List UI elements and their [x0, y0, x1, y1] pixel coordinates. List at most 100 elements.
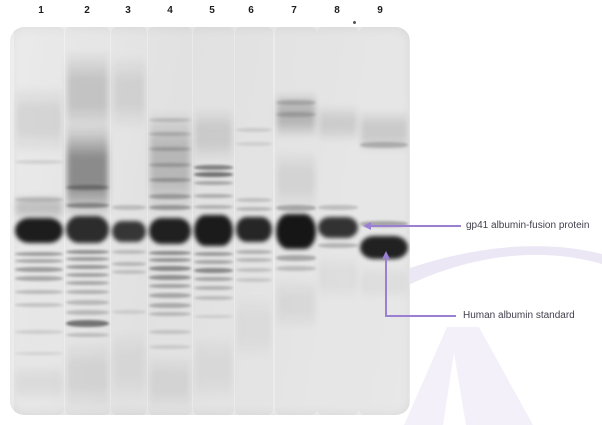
- gel-lane-6: [235, 27, 273, 415]
- gp41-arrow-line: [370, 225, 461, 227]
- gel-band: [360, 236, 408, 259]
- gel-smear: [16, 85, 62, 155]
- gel-band: [149, 258, 191, 262]
- gel-band: [112, 250, 146, 254]
- gel-band: [236, 250, 272, 254]
- gel-smear: [277, 278, 315, 330]
- lane-label-7: 7: [291, 5, 297, 16]
- lane-label-6: 6: [248, 5, 254, 16]
- gel-band: [194, 286, 233, 290]
- albumin-annotation-label: Human albumin standard: [463, 310, 575, 321]
- albumin-arrowhead-up-icon: [382, 251, 390, 259]
- gel-smear: [67, 340, 108, 410]
- gel-band: [149, 330, 191, 334]
- gp41-arrowhead-left-icon: [363, 222, 371, 230]
- lane-label-5: 5: [209, 5, 215, 16]
- lane-label-row: 1 2 3 4 5 6 7 8 9: [0, 5, 602, 19]
- gel-band: [66, 250, 109, 254]
- albumin-arrow-vline: [385, 258, 387, 317]
- gel-band: [236, 198, 272, 202]
- gel-band: [276, 255, 316, 261]
- lane-label-8: 8: [334, 5, 340, 16]
- gel-band: [236, 278, 272, 282]
- gel-band: [236, 207, 272, 211]
- gel-band: [112, 262, 146, 266]
- gel-band: [149, 303, 191, 308]
- gel-band: [360, 142, 408, 148]
- artifact-dot: [353, 21, 356, 24]
- gel-band: [149, 218, 191, 244]
- gel-image: [10, 27, 410, 415]
- gel-band: [15, 259, 63, 263]
- gel-smear: [150, 110, 190, 215]
- gel-smear: [67, 50, 108, 135]
- gel-smear: [237, 295, 271, 360]
- gel-band: [236, 217, 272, 242]
- gel-band: [194, 181, 233, 185]
- gel-band: [318, 217, 358, 238]
- gel-band: [15, 160, 63, 164]
- gel-smear: [67, 125, 108, 218]
- gel-band: [149, 345, 191, 349]
- gel-band: [15, 303, 63, 307]
- gel-lane-2: [65, 27, 110, 415]
- gel-band: [236, 268, 272, 272]
- lane-label-4: 4: [167, 5, 173, 16]
- gel-band: [194, 260, 233, 264]
- gel-band: [318, 205, 358, 210]
- gel-band: [15, 197, 63, 202]
- gel-band: [318, 243, 358, 248]
- gel-band: [66, 257, 109, 261]
- gel-band: [149, 266, 191, 271]
- gel-band: [194, 268, 233, 273]
- gel-band: [149, 194, 191, 199]
- gel-band: [66, 320, 109, 327]
- gel-band: [194, 215, 233, 246]
- gel-band: [194, 205, 233, 209]
- gel-band: [15, 352, 63, 355]
- gel-band: [66, 185, 109, 190]
- gel-band: [276, 266, 316, 271]
- gel-band: [112, 270, 146, 274]
- gel-lane-3: [111, 27, 147, 415]
- gel-band: [194, 165, 233, 170]
- gel-band: [66, 265, 109, 269]
- gel-smear: [113, 55, 145, 130]
- gel-smear: [361, 265, 407, 300]
- gel-band: [194, 296, 233, 300]
- gel-band: [112, 310, 146, 314]
- gel-band: [194, 315, 233, 318]
- gel-band: [194, 277, 233, 281]
- gel-band: [149, 163, 191, 167]
- gel-band: [194, 252, 233, 256]
- gel-band: [149, 312, 191, 316]
- gel-smear: [113, 330, 145, 400]
- gel-band: [66, 310, 109, 315]
- gel-band: [194, 194, 233, 198]
- gel-band: [276, 214, 316, 249]
- gel-band: [236, 128, 272, 132]
- gel-band: [149, 275, 191, 280]
- gel-smear: [195, 108, 232, 162]
- gel-smear: [277, 150, 315, 210]
- gel-smear: [319, 255, 357, 300]
- gel-band: [276, 205, 316, 211]
- gel-smear: [319, 105, 357, 142]
- gel-lane-8: [317, 27, 359, 415]
- gel-band: [149, 132, 191, 136]
- gel-smear: [195, 335, 232, 400]
- gel-band: [15, 330, 63, 334]
- gel-band: [149, 147, 191, 151]
- gel-band: [66, 290, 109, 294]
- lane-label-3: 3: [125, 5, 131, 16]
- gel-lane-5: [193, 27, 234, 415]
- gel-band: [15, 290, 63, 294]
- gel-smear: [16, 365, 62, 400]
- gel-band: [15, 267, 63, 272]
- gel-band: [112, 221, 146, 242]
- gel-smear: [150, 355, 190, 410]
- gel-band: [149, 178, 191, 182]
- lane-label-9: 9: [377, 5, 383, 16]
